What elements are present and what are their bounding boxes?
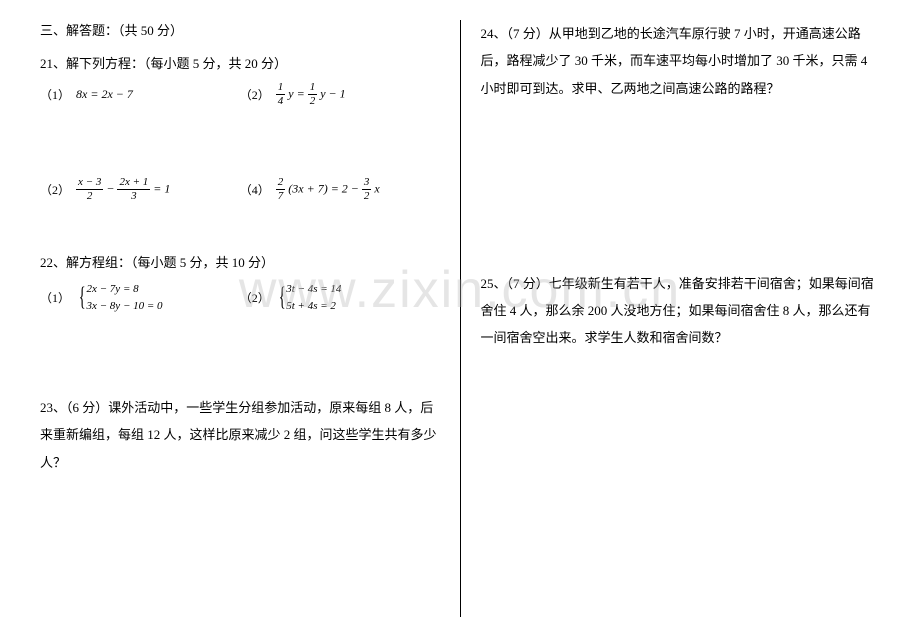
equation-system: { 2x − 7y = 8 3x − 8y − 10 = 0 bbox=[76, 281, 163, 314]
item-number: （1） bbox=[40, 289, 70, 306]
question-21: 21、解下列方程：（每小题 5 分，共 20 分） （1） 8x = 2x − … bbox=[40, 53, 440, 202]
q21-row1: （1） 8x = 2x − 7 （2） 14 y = 12 y − 1 bbox=[40, 82, 440, 107]
question-24: 24、（7 分）从甲地到乙地的长途汽车原行驶 7 小时，开通高速公路后，路程减少… bbox=[481, 20, 881, 102]
item-number: （2） bbox=[240, 86, 270, 103]
system-eq2: 5t + 4s = 2 bbox=[286, 298, 341, 315]
system-eq1: 2x − 7y = 8 bbox=[87, 281, 163, 298]
q21-item-2: （2） 14 y = 12 y − 1 bbox=[240, 82, 440, 107]
system-eq2: 3x − 8y − 10 = 0 bbox=[87, 298, 163, 315]
item-number: （4） bbox=[240, 181, 270, 198]
q21-item-3: （2） x − 32 − 2x + 13 = 1 bbox=[40, 177, 240, 202]
left-brace-icon: { bbox=[79, 286, 86, 308]
page-container: 三、解答题：（共 50 分） 21、解下列方程：（每小题 5 分，共 20 分）… bbox=[0, 0, 920, 637]
system-eq1: 3t − 4s = 14 bbox=[286, 281, 341, 298]
question-25: 25、（7 分）七年级新生有若干人，准备安排若干间宿舍；如果每间宿舍住 4 人，… bbox=[481, 270, 881, 352]
q22-row: （1） { 2x − 7y = 8 3x − 8y − 10 = 0 （2） { bbox=[40, 281, 440, 314]
q24-text: 24、（7 分）从甲地到乙地的长途汽车原行驶 7 小时，开通高速公路后，路程减少… bbox=[481, 20, 881, 102]
question-23: 23、（6 分）课外活动中，一些学生分组参加活动，原来每组 8 人，后来重新编组… bbox=[40, 394, 440, 476]
q21-title: 21、解下列方程：（每小题 5 分，共 20 分） bbox=[40, 53, 440, 72]
q21-item-4: （4） 27 (3x + 7) = 2 − 32 x bbox=[240, 177, 440, 202]
equation: 27 (3x + 7) = 2 − 32 x bbox=[276, 177, 380, 202]
q22-title: 22、解方程组：（每小题 5 分，共 10 分） bbox=[40, 252, 440, 271]
left-column: 三、解答题：（共 50 分） 21、解下列方程：（每小题 5 分，共 20 分）… bbox=[40, 20, 460, 617]
equation: 14 y = 12 y − 1 bbox=[276, 82, 346, 107]
q21-row2: （2） x − 32 − 2x + 13 = 1 （4） 27 (3x + 7)… bbox=[40, 177, 440, 202]
q22-item-1: （1） { 2x − 7y = 8 3x − 8y − 10 = 0 bbox=[40, 281, 240, 314]
item-number: （2） bbox=[40, 181, 70, 198]
equation-system: { 3t − 4s = 14 5t + 4s = 2 bbox=[276, 281, 342, 314]
left-brace-icon: { bbox=[279, 286, 286, 308]
right-column: 24、（7 分）从甲地到乙地的长途汽车原行驶 7 小时，开通高速公路后，路程减少… bbox=[460, 20, 881, 617]
q21-item-1: （1） 8x = 2x − 7 bbox=[40, 82, 240, 107]
q22-item-2: （2） { 3t − 4s = 14 5t + 4s = 2 bbox=[240, 281, 440, 314]
question-22: 22、解方程组：（每小题 5 分，共 10 分） （1） { 2x − 7y =… bbox=[40, 252, 440, 314]
equation: 8x = 2x − 7 bbox=[76, 87, 133, 102]
q23-text: 23、（6 分）课外活动中，一些学生分组参加活动，原来每组 8 人，后来重新编组… bbox=[40, 394, 440, 476]
item-number: （1） bbox=[40, 86, 70, 103]
section-header: 三、解答题：（共 50 分） bbox=[40, 20, 440, 39]
item-number: （2） bbox=[240, 289, 270, 306]
q25-text: 25、（7 分）七年级新生有若干人，准备安排若干间宿舍；如果每间宿舍住 4 人，… bbox=[481, 270, 881, 352]
equation: x − 32 − 2x + 13 = 1 bbox=[76, 177, 170, 202]
